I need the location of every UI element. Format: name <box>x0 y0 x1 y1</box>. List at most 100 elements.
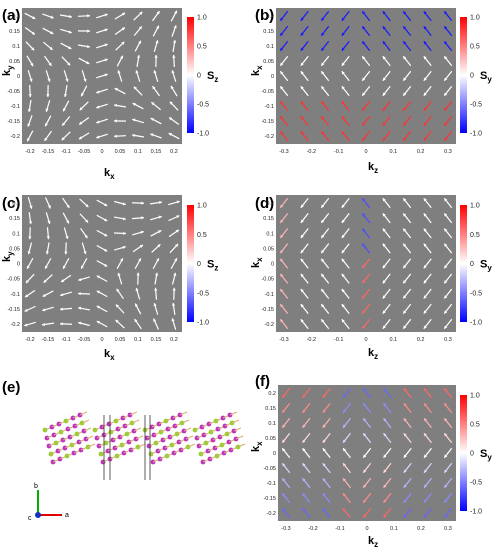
panel-label: (a) <box>2 7 20 24</box>
arrowhead-26 <box>444 41 448 45</box>
arrowhead-12 <box>341 219 345 223</box>
y-tick-label: 0.1 <box>266 231 274 237</box>
arrowhead-71 <box>444 499 448 503</box>
arrowhead-29 <box>321 62 325 66</box>
arrowhead-17 <box>444 403 448 407</box>
y-tick-label: -0.05 <box>263 466 276 472</box>
arrowhead-5 <box>122 202 126 206</box>
x-tick-label: 0.3 <box>444 337 452 343</box>
colorbar-tick-label: 0 <box>470 451 474 458</box>
arrowhead-24 <box>403 41 407 45</box>
colorbar-tick-label: -1.0 <box>197 320 209 327</box>
arrowhead-63 <box>282 493 286 497</box>
arrowhead-20 <box>65 235 69 240</box>
arrowhead-21 <box>341 47 345 51</box>
colorbar-tick-label: 0.5 <box>470 44 480 51</box>
arrowhead-57 <box>79 107 83 111</box>
arrowhead-28 <box>45 251 50 255</box>
arrowhead-42 <box>403 265 407 269</box>
arrowhead-45 <box>282 463 286 467</box>
arrowhead-18 <box>28 236 32 240</box>
arrowhead-44 <box>171 70 175 74</box>
x-tick-label: 0.05 <box>115 337 126 343</box>
arrowhead-26 <box>444 228 448 232</box>
x-tick-label: 0 <box>100 149 103 155</box>
arrowhead-52 <box>152 86 156 90</box>
arrowhead-63 <box>280 116 284 120</box>
arrowhead-69 <box>403 122 407 126</box>
arrowhead-50 <box>114 88 118 91</box>
panel-4: (e) b a c <box>2 379 246 522</box>
arrowhead-67 <box>96 120 100 124</box>
arrowhead-4 <box>362 198 366 202</box>
c-axis-dot <box>35 512 41 518</box>
arrowhead-62 <box>444 484 448 488</box>
x-axis-label: kz <box>368 161 378 175</box>
x-tick-label: 0.2 <box>170 149 178 155</box>
arrowhead-4 <box>104 203 108 207</box>
arrowhead-71 <box>169 117 173 121</box>
bond <box>187 443 196 448</box>
arrowhead-48 <box>341 273 345 278</box>
arrowhead-0 <box>282 394 286 398</box>
arrowhead-36 <box>282 448 286 452</box>
arrowhead-26 <box>444 418 448 422</box>
arrowhead-32 <box>120 55 123 59</box>
arrowhead-53 <box>444 469 448 473</box>
arrowhead-78 <box>403 514 407 518</box>
y-tick-label: -0.15 <box>261 119 274 125</box>
arrowhead-56 <box>60 293 64 297</box>
arrowhead-38 <box>65 78 69 82</box>
arrowhead-65 <box>62 122 66 126</box>
colorbar-tick-label: -1.0 <box>470 320 482 327</box>
arrowhead-13 <box>104 218 108 222</box>
arrowhead-45 <box>25 279 30 284</box>
y-axis-label: ky <box>1 65 15 76</box>
x-tick-label: 0.2 <box>417 526 425 532</box>
colorbar-tick-label: 1.0 <box>470 393 480 400</box>
arrowhead-14 <box>383 403 387 407</box>
arrowhead-16 <box>156 25 159 29</box>
arrowhead-53 <box>444 92 448 96</box>
arrowhead-21 <box>86 44 90 49</box>
arrowhead-8 <box>444 388 448 392</box>
arrowhead-61 <box>423 295 427 299</box>
arrowhead-40 <box>362 265 366 269</box>
arrowhead-76 <box>363 514 367 518</box>
arrowhead-77 <box>115 319 119 324</box>
arrowhead-0 <box>280 204 284 208</box>
arrowhead-29 <box>321 249 325 254</box>
arrowhead-19 <box>300 47 304 51</box>
arrowhead-7 <box>423 198 427 202</box>
arrowhead-15 <box>403 26 407 30</box>
x-tick-label: -0.2 <box>308 526 317 532</box>
arrowhead-6 <box>141 201 144 205</box>
colorbar-tick-label: -1.0 <box>197 131 209 138</box>
arrowhead-22 <box>362 228 366 232</box>
arrowhead-6 <box>139 11 143 15</box>
arrowhead-77 <box>114 134 117 138</box>
panel-1: (b) -0.3 -0.2 -0.1 0 0.1 0.2 0.3 0.2 0.15 0.1 0.05 0… <box>250 7 492 175</box>
x-tick-label: 0.3 <box>444 526 452 532</box>
colorbar-tick-label: 0 <box>197 73 201 80</box>
arrowhead-36 <box>26 265 30 269</box>
arrowhead-72 <box>24 323 28 327</box>
arrowhead-48 <box>81 93 84 97</box>
arrowhead-58 <box>96 105 100 109</box>
arrowhead-73 <box>302 508 306 512</box>
arrowhead-35 <box>444 433 448 437</box>
arrowhead-34 <box>423 243 427 247</box>
arrowhead-28 <box>48 62 52 66</box>
arrowhead-27 <box>27 251 31 255</box>
arrowhead-23 <box>123 231 126 236</box>
arrowhead-38 <box>322 448 326 452</box>
arrowhead-47 <box>321 273 325 278</box>
arrowhead-20 <box>68 46 72 49</box>
bond <box>131 419 140 424</box>
arrowhead-31 <box>363 433 367 437</box>
arrowhead-35 <box>172 55 176 58</box>
arrowhead-40 <box>104 73 108 77</box>
panel-0: (a) -0.2 -0.15 -0.1 -0.05 0 0.05 0.1 0.15 0.2 0.2 0… <box>1 7 218 181</box>
arrowhead-76 <box>362 325 366 329</box>
x-tick-label: 0.05 <box>115 149 126 155</box>
